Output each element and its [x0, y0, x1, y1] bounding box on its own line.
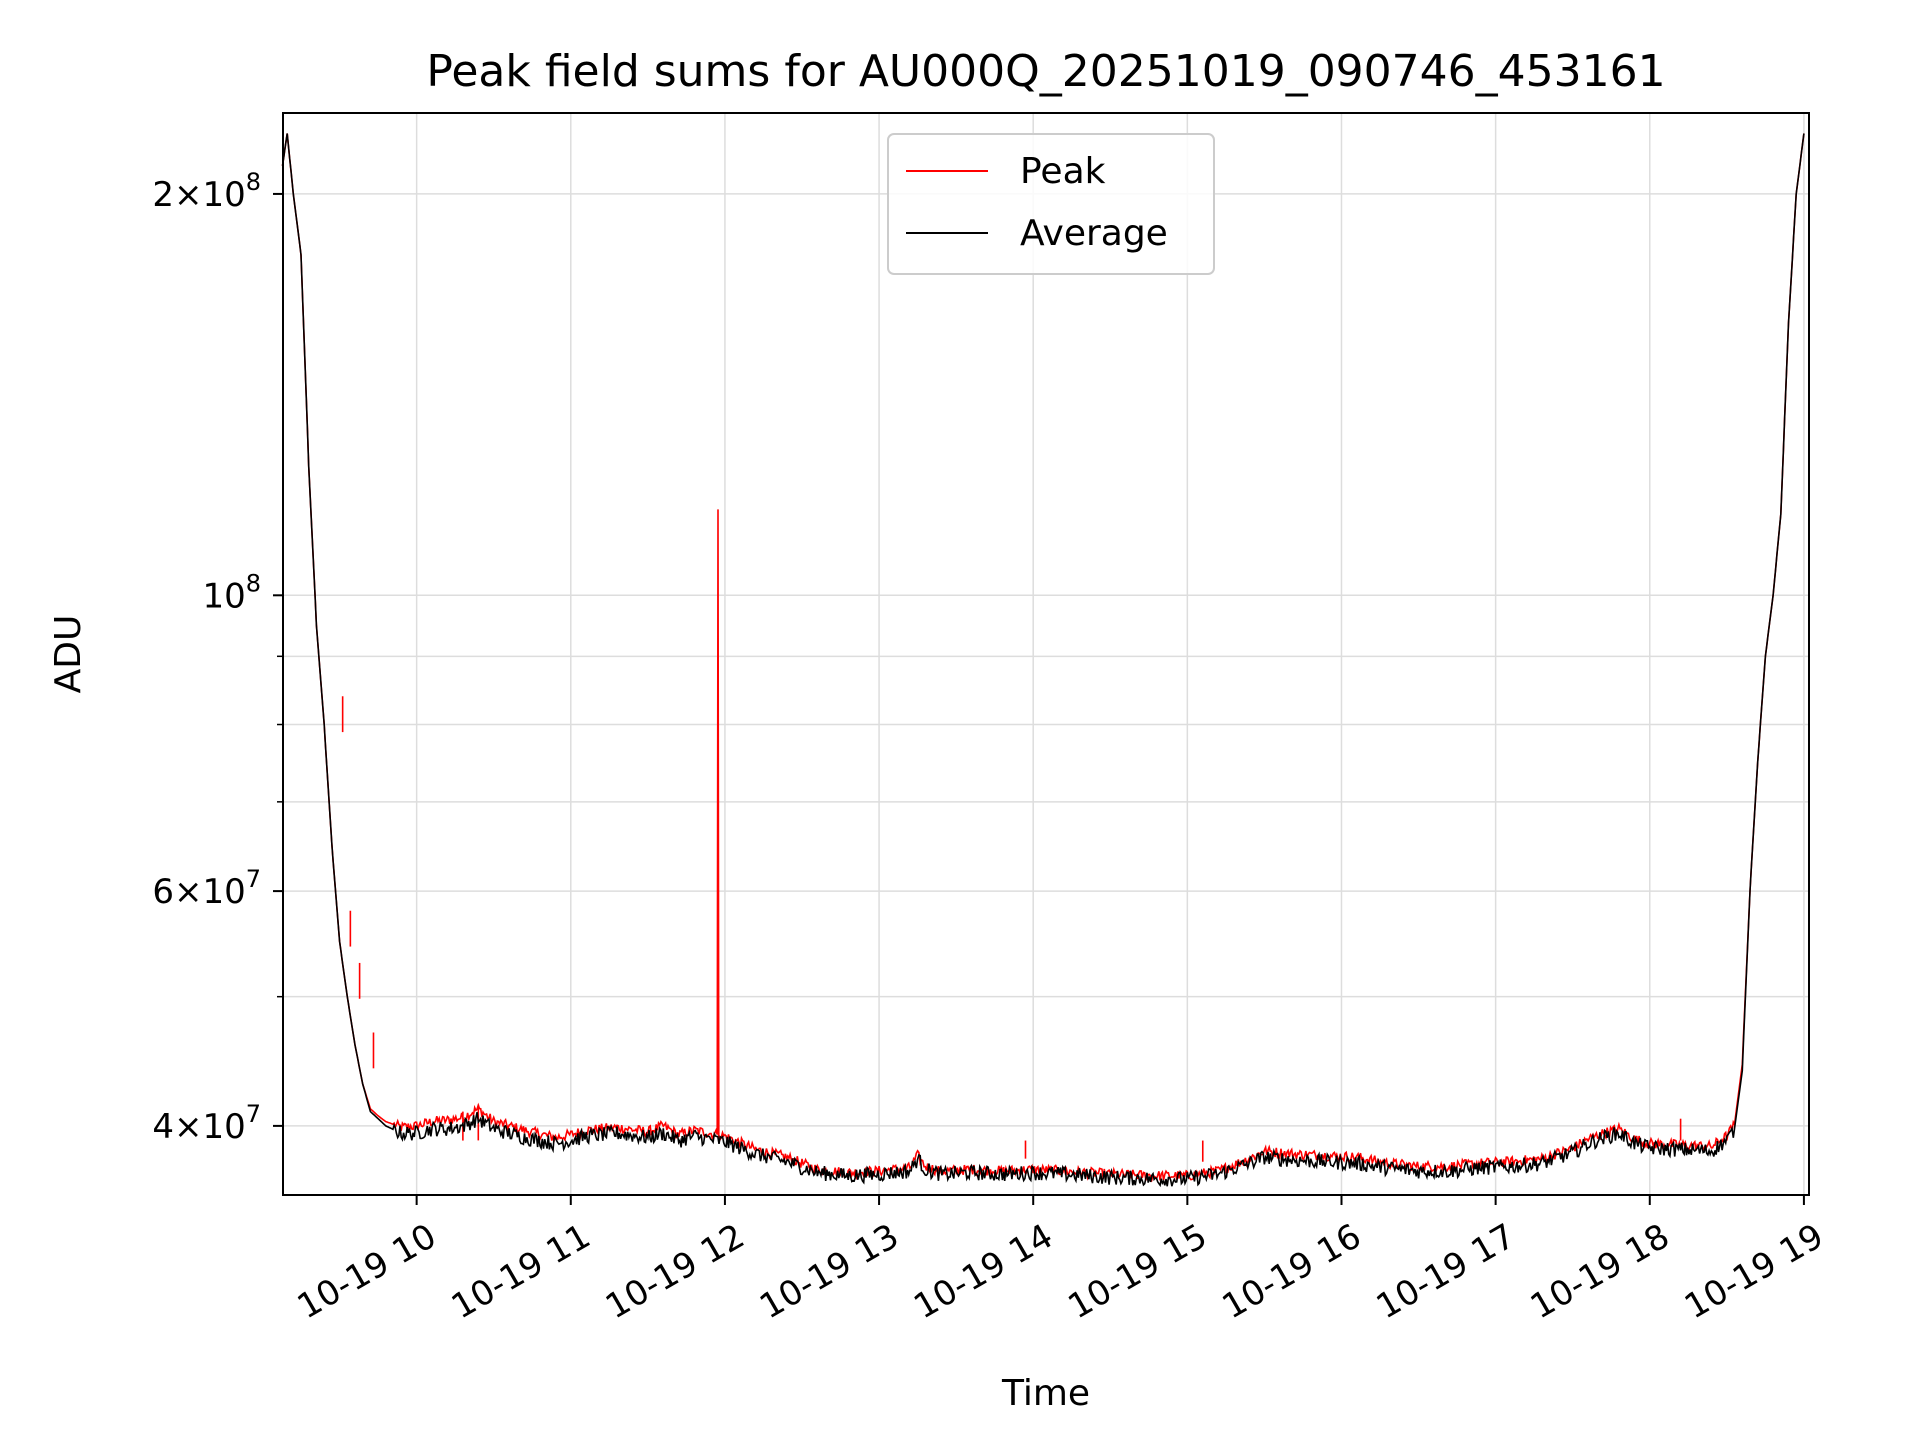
y-tick-label: 6×107: [152, 865, 261, 912]
y-axis-label: ADU: [48, 615, 89, 694]
legend-label-average: Average: [1020, 213, 1168, 254]
series-layer: [281, 133, 1805, 1188]
plot-frame: [282, 112, 1810, 1196]
y-tick-label: 108: [202, 569, 261, 616]
series-line-average: [281, 133, 1805, 1188]
x-axis-label: Time: [1001, 1373, 1090, 1414]
legend-box: [887, 133, 1215, 275]
legend-label-peak: Peak: [1020, 151, 1106, 192]
y-tick-label: 2×108: [152, 168, 261, 215]
chart-title: Peak field sums for AU000Q_20251019_0907…: [426, 46, 1665, 97]
y-tick-label: 4×107: [152, 1100, 261, 1147]
legend: Peak Average: [887, 133, 1215, 275]
y-axis: 4×107 6×107 108 2×108: [152, 168, 283, 1147]
